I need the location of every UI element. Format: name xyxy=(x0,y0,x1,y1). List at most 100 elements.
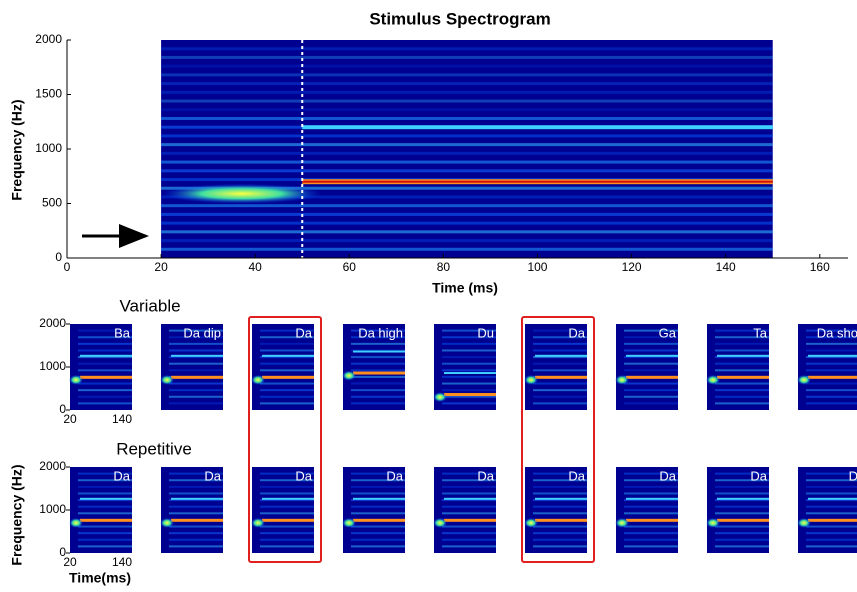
harmonic-band xyxy=(533,505,587,508)
harmonic-band xyxy=(351,389,405,392)
formant-2 xyxy=(262,354,314,357)
harmonic-band xyxy=(442,472,496,475)
chart-title: Stimulus Spectrogram xyxy=(369,9,550,28)
harmonic-band xyxy=(442,492,496,495)
formant-onset xyxy=(615,517,629,528)
harmonic-band xyxy=(78,512,132,515)
harmonic-band xyxy=(161,186,773,190)
panel-label: Da xyxy=(295,325,312,340)
spectrogram-panel xyxy=(343,467,405,553)
spectrogram-panel xyxy=(798,324,857,410)
harmonic-band xyxy=(78,525,132,528)
formant xyxy=(808,518,857,522)
harmonic-band xyxy=(715,545,769,548)
harmonic-band xyxy=(169,402,223,405)
harmonic-band xyxy=(351,485,405,488)
y-tick-label: 0 xyxy=(55,250,62,264)
harmonic-band xyxy=(260,479,314,482)
harmonic-band xyxy=(161,55,773,59)
harmonic-band xyxy=(533,538,587,541)
harmonic-band xyxy=(806,499,857,502)
harmonic-band xyxy=(351,525,405,528)
harmonic-band xyxy=(351,505,405,508)
formant xyxy=(717,518,769,522)
harmonic-band xyxy=(161,160,773,164)
harmonic-band xyxy=(715,532,769,535)
harmonic-band xyxy=(806,389,857,392)
harmonic-band xyxy=(351,349,405,352)
y-axis-label: Frequency (Hz) xyxy=(9,99,25,200)
harmonic-band xyxy=(351,375,405,378)
harmonic-band xyxy=(624,472,678,475)
harmonic-band xyxy=(161,134,773,138)
harmonic-band xyxy=(161,47,773,51)
harmonic-band xyxy=(351,545,405,548)
spectrogram-panel xyxy=(616,324,678,410)
harmonic-band xyxy=(533,362,587,365)
formant-onset xyxy=(342,517,356,528)
formant xyxy=(444,393,496,397)
harmonic-band xyxy=(351,538,405,541)
y-tick-label: 1000 xyxy=(39,359,66,373)
spectrogram-panel xyxy=(161,324,223,410)
harmonic-band xyxy=(533,389,587,392)
harmonic-band xyxy=(169,532,223,535)
harmonic-band xyxy=(260,505,314,508)
harmonic-band xyxy=(806,479,857,482)
harmonic-band xyxy=(715,356,769,359)
formant-2 xyxy=(80,354,132,357)
harmonic-band xyxy=(715,512,769,515)
harmonic-band xyxy=(169,525,223,528)
harmonic-band xyxy=(533,342,587,345)
harmonic-band xyxy=(715,349,769,352)
harmonic-band xyxy=(260,532,314,535)
spectrogram-panel xyxy=(70,324,132,410)
formant-onset xyxy=(433,392,447,403)
harmonic-band xyxy=(169,362,223,365)
harmonic-band xyxy=(351,395,405,398)
formant xyxy=(262,518,314,522)
harmonic-band xyxy=(78,472,132,475)
harmonic-band xyxy=(351,472,405,475)
harmonic-band xyxy=(442,512,496,515)
harmonic-band xyxy=(260,395,314,398)
panel-label: Du xyxy=(477,325,494,340)
harmonic-band xyxy=(260,329,314,332)
spectrogram-panel xyxy=(252,467,314,553)
harmonic-band xyxy=(78,499,132,502)
harmonic-band xyxy=(715,538,769,541)
y-tick-label: 1000 xyxy=(39,502,66,516)
harmonic-band xyxy=(442,375,496,378)
formant-onset xyxy=(433,517,447,528)
harmonic-band xyxy=(442,545,496,548)
harmonic-band xyxy=(624,402,678,405)
formant-2 xyxy=(626,497,678,500)
harmonic-band xyxy=(715,342,769,345)
formant xyxy=(80,375,132,379)
harmonic-band xyxy=(806,472,857,475)
harmonic-band xyxy=(78,369,132,372)
formant-2 xyxy=(808,497,857,500)
harmonic-band xyxy=(161,221,773,225)
panel-label: Da xyxy=(386,468,403,483)
formant-onset xyxy=(615,374,629,385)
panel-label: Da xyxy=(477,468,494,483)
harmonic-band xyxy=(624,349,678,352)
harmonic-band xyxy=(624,362,678,365)
harmonic-band xyxy=(169,492,223,495)
x-tick-label: 20 xyxy=(63,555,77,569)
harmonic-band xyxy=(260,382,314,385)
harmonic-band xyxy=(533,485,587,488)
formant xyxy=(535,518,587,522)
harmonic-band xyxy=(442,336,496,339)
harmonic-band xyxy=(78,395,132,398)
formant xyxy=(353,518,405,522)
harmonic-band xyxy=(442,532,496,535)
harmonic-band xyxy=(442,329,496,332)
formant-2 xyxy=(353,350,405,353)
formant-2 xyxy=(626,354,678,357)
harmonic-band xyxy=(351,499,405,502)
harmonic-band xyxy=(260,525,314,528)
harmonic-band xyxy=(442,369,496,372)
harmonic-band xyxy=(169,382,223,385)
